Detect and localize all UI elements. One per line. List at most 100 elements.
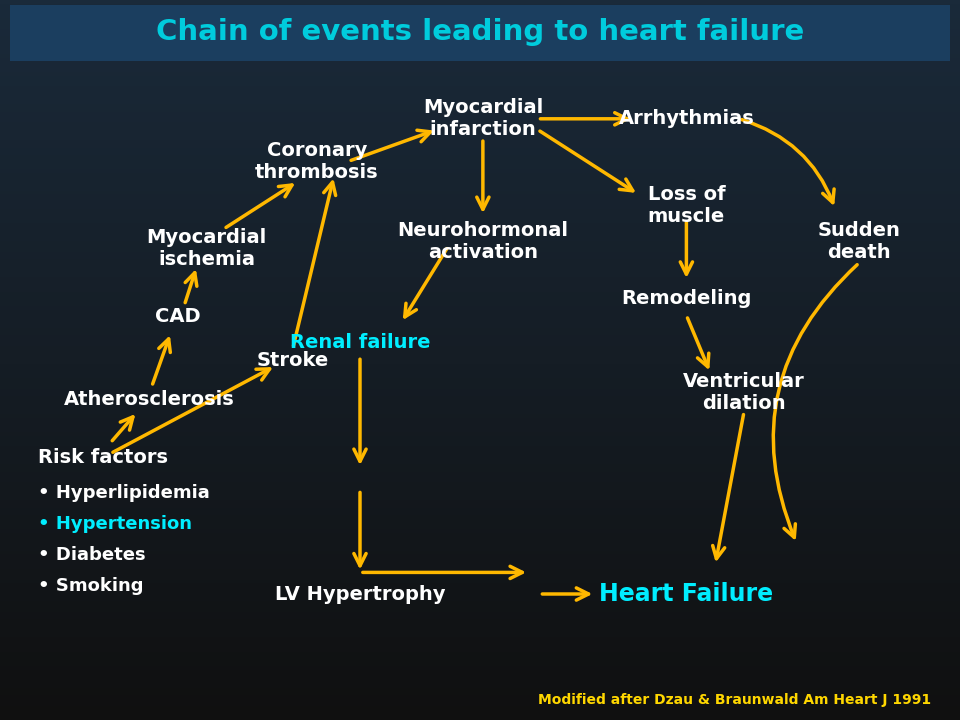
- Bar: [0, 342, 960, 346]
- FancyArrowPatch shape: [354, 492, 366, 566]
- Bar: [0, 616, 960, 619]
- Text: • Hypertension: • Hypertension: [38, 516, 192, 533]
- Bar: [0, 90, 960, 94]
- Bar: [0, 464, 960, 468]
- Text: Coronary
thrombosis: Coronary thrombosis: [255, 142, 378, 182]
- Bar: [0, 7, 960, 11]
- Bar: [0, 385, 960, 389]
- Bar: [0, 238, 960, 241]
- Bar: [0, 605, 960, 608]
- Bar: [0, 230, 960, 234]
- Bar: [0, 162, 960, 166]
- Bar: [0, 306, 960, 310]
- Bar: [0, 155, 960, 158]
- Bar: [0, 36, 960, 40]
- Text: Myocardial
ischemia: Myocardial ischemia: [146, 228, 267, 269]
- Bar: [0, 58, 960, 61]
- Bar: [0, 299, 960, 302]
- FancyArrowPatch shape: [354, 359, 366, 462]
- Bar: [0, 61, 960, 65]
- Bar: [0, 130, 960, 133]
- Bar: [0, 619, 960, 623]
- Text: CAD: CAD: [155, 307, 201, 326]
- Bar: [0, 677, 960, 680]
- Bar: [0, 216, 960, 220]
- Bar: [0, 176, 960, 180]
- Bar: [0, 490, 960, 493]
- Bar: [0, 328, 960, 331]
- Bar: [0, 212, 960, 216]
- Bar: [0, 407, 960, 410]
- Bar: [0, 274, 960, 277]
- Bar: [0, 662, 960, 666]
- Bar: [0, 241, 960, 245]
- Bar: [0, 626, 960, 630]
- Bar: [0, 68, 960, 72]
- FancyArrowPatch shape: [477, 141, 489, 210]
- Text: Modified after Dzau & Braunwald Am Heart J 1991: Modified after Dzau & Braunwald Am Heart…: [538, 693, 931, 707]
- Bar: [0, 65, 960, 68]
- Bar: [0, 688, 960, 691]
- Bar: [0, 418, 960, 421]
- Bar: [0, 461, 960, 464]
- Bar: [0, 641, 960, 644]
- Bar: [0, 504, 960, 508]
- Bar: [0, 382, 960, 385]
- Bar: [0, 634, 960, 637]
- Bar: [0, 601, 960, 605]
- Bar: [0, 472, 960, 475]
- Bar: [0, 583, 960, 587]
- Bar: [0, 590, 960, 594]
- Bar: [0, 580, 960, 583]
- Bar: [0, 493, 960, 497]
- Bar: [0, 508, 960, 511]
- FancyArrowPatch shape: [185, 273, 197, 302]
- Text: Arrhythmias: Arrhythmias: [618, 109, 755, 128]
- Bar: [0, 554, 960, 558]
- Bar: [0, 209, 960, 212]
- Bar: [0, 324, 960, 328]
- Text: • Hyperlipidemia: • Hyperlipidemia: [38, 484, 210, 503]
- FancyArrowPatch shape: [773, 265, 857, 537]
- Bar: [0, 295, 960, 299]
- Bar: [0, 137, 960, 140]
- Bar: [0, 29, 960, 32]
- Bar: [0, 140, 960, 144]
- Bar: [0, 76, 960, 79]
- Bar: [0, 310, 960, 313]
- Bar: [0, 284, 960, 288]
- Bar: [0, 396, 960, 400]
- Bar: [0, 256, 960, 259]
- Bar: [0, 122, 960, 126]
- Bar: [0, 47, 960, 50]
- Bar: [0, 436, 960, 439]
- Bar: [0, 346, 960, 349]
- Bar: [0, 205, 960, 209]
- FancyArrowPatch shape: [405, 248, 446, 317]
- Bar: [0, 482, 960, 486]
- Text: Remodeling: Remodeling: [621, 289, 752, 308]
- Bar: [0, 443, 960, 446]
- Bar: [0, 43, 960, 47]
- Bar: [0, 623, 960, 626]
- Bar: [0, 119, 960, 122]
- Bar: [0, 403, 960, 407]
- Bar: [0, 94, 960, 97]
- Bar: [0, 115, 960, 119]
- Bar: [0, 673, 960, 677]
- Bar: [0, 86, 960, 90]
- Bar: [0, 302, 960, 306]
- Bar: [0, 248, 960, 252]
- Bar: [0, 713, 960, 716]
- Bar: [0, 475, 960, 479]
- Bar: [0, 562, 960, 565]
- Bar: [0, 587, 960, 590]
- FancyArrowPatch shape: [542, 588, 588, 600]
- FancyArrowPatch shape: [687, 318, 708, 366]
- Bar: [0, 547, 960, 551]
- Bar: [0, 331, 960, 335]
- Bar: [0, 335, 960, 338]
- Text: Atherosclerosis: Atherosclerosis: [63, 390, 234, 409]
- Text: Heart Failure: Heart Failure: [599, 582, 774, 606]
- Bar: [0, 702, 960, 706]
